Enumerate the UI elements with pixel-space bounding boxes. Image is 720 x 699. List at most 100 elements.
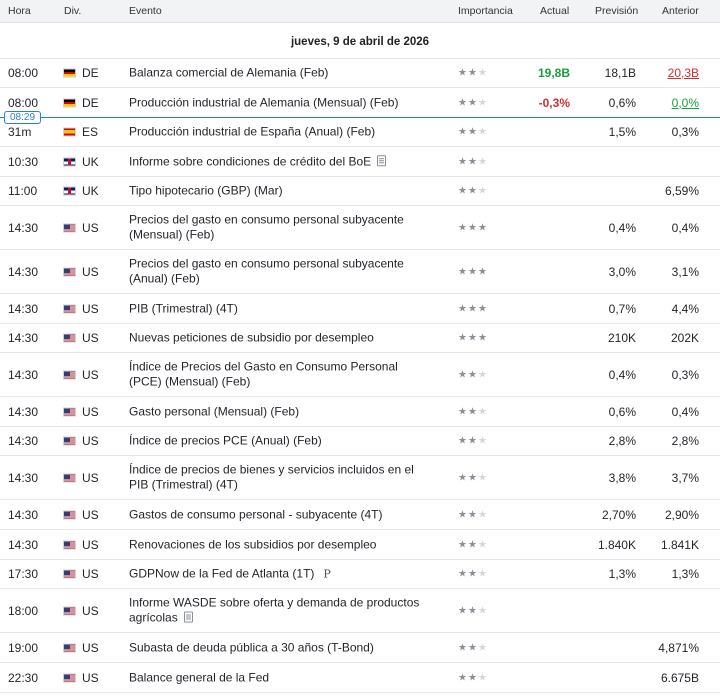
event-name-text[interactable]: Gasto personal (Mensual) (Feb) bbox=[129, 403, 300, 418]
col-header-actual[interactable]: Actual bbox=[540, 5, 570, 17]
event-name-text[interactable]: Balance general de la Fed bbox=[129, 669, 270, 684]
event-name-text[interactable]: Índice de Precios del Gasto en Consumo P… bbox=[129, 359, 398, 389]
event-name[interactable]: Subasta de deuda pública a 30 años (T-Bo… bbox=[129, 640, 429, 656]
star-icon: ★ bbox=[467, 156, 478, 167]
p-icon[interactable]: P bbox=[323, 567, 331, 581]
us-flag-icon bbox=[63, 569, 76, 579]
event-name-text[interactable]: PIB (Trimestral) (4T) bbox=[129, 300, 238, 315]
event-name[interactable]: Informe WASDE sobre oferta y demanda de … bbox=[129, 595, 429, 626]
event-name-text[interactable]: Producción industrial de España (Anual) … bbox=[129, 124, 376, 139]
col-header-prevision[interactable]: Previsión bbox=[595, 5, 639, 17]
star-icon: ★ bbox=[458, 642, 468, 653]
event-name[interactable]: Gastos de consumo personal - subyacente … bbox=[129, 507, 429, 523]
event-name-text[interactable]: Subasta de deuda pública a 30 años (T-Bo… bbox=[129, 639, 374, 654]
event-name[interactable]: Informe sobre condiciones de crédito del… bbox=[129, 154, 429, 170]
star-icon: ★ bbox=[467, 509, 478, 520]
star-icon: ★ bbox=[477, 539, 488, 550]
event-name-text[interactable]: Balanza comercial de Alemania (Feb) bbox=[129, 65, 329, 80]
event-row[interactable]: 14:30 US Precios del gasto en consumo pers… bbox=[0, 250, 720, 294]
col-header-importancia[interactable]: Importancia bbox=[458, 5, 513, 17]
previous-value: 4,871% bbox=[658, 640, 699, 655]
event-name[interactable]: Producción industrial de España (Anual) … bbox=[129, 124, 429, 140]
importance-stars: ★★★ bbox=[458, 222, 488, 233]
previous-value: 6,59% bbox=[664, 184, 699, 198]
event-row[interactable]: 17:30 US GDPNow de la Fed de Atlanta (1T) P… bbox=[0, 560, 720, 589]
event-name-text[interactable]: Precios del gasto en consumo personal su… bbox=[129, 212, 404, 242]
event-row[interactable]: 10:30 UK Informe sobre condiciones de créd… bbox=[0, 147, 720, 177]
forecast-value: 2,70% bbox=[601, 507, 636, 522]
col-header-hora[interactable]: Hora bbox=[8, 5, 31, 17]
event-row[interactable]: 31m ES Producción industrial de España (An… bbox=[0, 118, 720, 147]
event-name-text[interactable]: Renovaciones de los subsidios por desemp… bbox=[129, 536, 377, 551]
event-name-text[interactable]: Producción industrial de Alemania (Mensu… bbox=[129, 94, 399, 109]
importance-stars: ★★★ bbox=[458, 186, 488, 197]
col-header-anterior[interactable]: Anterior bbox=[662, 5, 699, 17]
previous-value: 0,3% bbox=[671, 125, 699, 139]
event-name[interactable]: Renovaciones de los subsidios por desemp… bbox=[129, 537, 429, 553]
event-currency: US bbox=[82, 507, 99, 522]
event-row[interactable]: 08:00 DE Balanza comercial de Alemania (Fe… bbox=[0, 59, 720, 88]
event-name-text[interactable]: Gastos de consumo personal - subyacente … bbox=[129, 506, 383, 521]
col-header-div[interactable]: Div. bbox=[64, 5, 82, 17]
event-currency: US bbox=[82, 264, 99, 279]
star-icon: ★ bbox=[477, 369, 488, 380]
event-name[interactable]: Índice de precios PCE (Anual) (Feb) bbox=[129, 433, 429, 449]
event-name[interactable]: Nuevas peticiones de subsidio por desemp… bbox=[129, 330, 429, 346]
event-name[interactable]: Precios del gasto en consumo personal su… bbox=[129, 256, 429, 287]
forecast-value: 0,6% bbox=[608, 404, 636, 419]
star-icon: ★ bbox=[477, 472, 488, 483]
event-row[interactable]: 19:00 US Subasta de deuda pública a 30 año… bbox=[0, 633, 720, 663]
document-icon[interactable] bbox=[183, 611, 193, 623]
event-row[interactable]: 08:00 DE Producción industrial de Alemania… bbox=[0, 88, 720, 118]
event-row[interactable]: 14:30 US Renovaciones de los subsidios por… bbox=[0, 530, 720, 560]
event-row[interactable]: 14:30 US PIB (Trimestral) (4T) ★★★ 0,7% 4,4% bbox=[0, 294, 720, 324]
event-time: 14:30 bbox=[8, 434, 39, 448]
event-row[interactable]: 14:30 US Gastos de consumo personal - suby… bbox=[0, 500, 720, 530]
event-name-text[interactable]: Informe sobre condiciones de crédito del… bbox=[129, 153, 372, 168]
event-row[interactable]: 14:30 US Nuevas peticiones de subsidio por… bbox=[0, 324, 720, 353]
star-icon: ★ bbox=[458, 332, 468, 344]
importance-stars: ★★★ bbox=[458, 509, 488, 520]
event-name[interactable]: Precios del gasto en consumo personal su… bbox=[129, 212, 429, 243]
event-time: 14:30 bbox=[8, 404, 39, 419]
event-row[interactable]: 11:00 UK Tipo hipotecario (GBP) (Mar) ★★★ 6,… bbox=[0, 177, 720, 206]
event-name-text[interactable]: Índice de precios PCE (Anual) (Feb) bbox=[129, 433, 322, 448]
event-name-text[interactable]: Informe WASDE sobre oferta y demanda de … bbox=[129, 595, 420, 625]
col-header-evento[interactable]: Evento bbox=[129, 5, 162, 17]
star-icon: ★ bbox=[458, 406, 468, 417]
event-name-text[interactable]: Tipo hipotecario (GBP) (Mar) bbox=[129, 183, 283, 198]
event-currency: US bbox=[82, 331, 99, 345]
star-icon: ★ bbox=[477, 642, 488, 653]
event-time: 08:00 bbox=[8, 95, 39, 110]
importance-stars: ★★★ bbox=[458, 539, 488, 550]
event-name[interactable]: Índice de Precios del Gasto en Consumo P… bbox=[129, 359, 429, 390]
event-name-text[interactable]: Índice de precios de bienes y servicios … bbox=[129, 462, 414, 492]
event-row[interactable]: 14:30 US Precios del gasto en consumo pers… bbox=[0, 206, 720, 250]
event-row[interactable]: 18:00 US Informe WASDE sobre oferta y dema… bbox=[0, 589, 720, 633]
forecast-value: 3,8% bbox=[608, 470, 636, 485]
event-row[interactable]: 14:30 US Índice de precios de bienes y ser… bbox=[0, 456, 720, 500]
forecast-value: 1.840K bbox=[597, 537, 636, 552]
importance-stars: ★★★ bbox=[458, 569, 488, 580]
event-name[interactable]: Producción industrial de Alemania (Mensu… bbox=[129, 95, 429, 111]
document-icon[interactable] bbox=[377, 154, 387, 166]
event-name[interactable]: Tipo hipotecario (GBP) (Mar) bbox=[129, 183, 429, 199]
event-name[interactable]: Gasto personal (Mensual) (Feb) bbox=[129, 404, 429, 420]
event-name-text[interactable]: GDPNow de la Fed de Atlanta (1T) bbox=[129, 566, 315, 581]
event-name-text[interactable]: Nuevas peticiones de subsidio por desemp… bbox=[129, 330, 374, 345]
event-name[interactable]: GDPNow de la Fed de Atlanta (1T) P bbox=[129, 566, 429, 582]
event-name-text[interactable]: Precios del gasto en consumo personal su… bbox=[129, 256, 404, 286]
event-row[interactable]: 14:30 US Índice de precios PCE (Anual) (Fe… bbox=[0, 427, 720, 456]
event-name[interactable]: Balance general de la Fed bbox=[129, 670, 429, 686]
event-row[interactable]: 14:30 US Índice de Precios del Gasto en Co… bbox=[0, 353, 720, 397]
forecast-value: 3,0% bbox=[608, 264, 636, 279]
event-row[interactable]: 14:30 US Gasto personal (Mensual) (Feb) ★★★… bbox=[0, 397, 720, 427]
event-name[interactable]: PIB (Trimestral) (4T) bbox=[129, 301, 429, 317]
us-flag-icon bbox=[63, 370, 76, 379]
star-icon: ★ bbox=[477, 303, 488, 314]
event-row[interactable]: 22:30 US Balance general de la Fed ★★★ 6.675… bbox=[0, 663, 720, 693]
importance-stars: ★★★ bbox=[458, 369, 488, 380]
event-name[interactable]: Índice de precios de bienes y servicios … bbox=[129, 462, 429, 493]
date-label: jueves, 9 de abril de 2026 bbox=[290, 36, 430, 48]
event-name[interactable]: Balanza comercial de Alemania (Feb) bbox=[129, 65, 429, 81]
